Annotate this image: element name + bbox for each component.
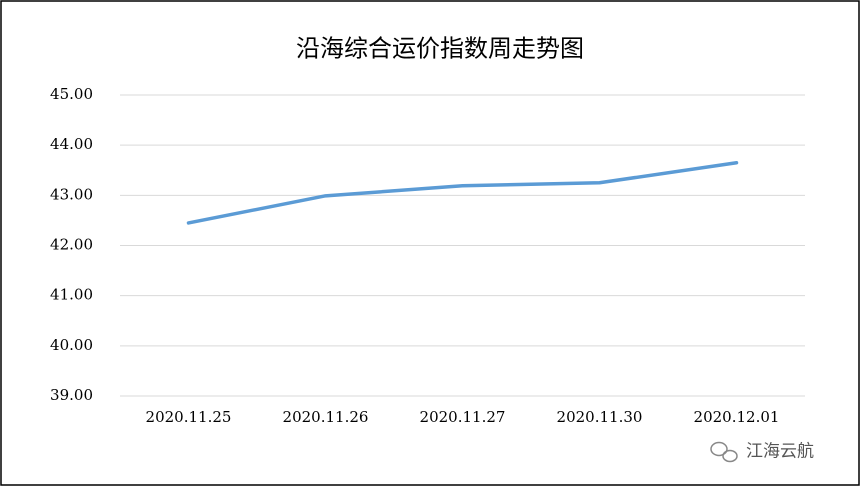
data-line	[186, 160, 739, 225]
y-tick-label: 42.00	[50, 236, 93, 254]
watermark: 江海云航	[746, 442, 814, 462]
watermark-icon	[710, 441, 738, 463]
x-tick-label: 2020.11.25	[146, 408, 232, 426]
y-tick-label: 45.00	[50, 85, 93, 103]
y-tick-label: 43.00	[50, 185, 93, 203]
x-tick-label: 2020.11.30	[557, 408, 643, 426]
y-tick-label: 44.00	[50, 135, 93, 153]
x-tick-label: 2020.11.27	[420, 408, 506, 426]
y-tick-label: 40.00	[50, 336, 93, 354]
x-tick-label: 2020.11.26	[283, 408, 369, 426]
chart-title: 沿海综合运价指数周走势图	[296, 35, 584, 63]
y-tick-label: 41.00	[50, 286, 93, 304]
y-tick-label: 39.00	[50, 386, 93, 404]
x-tick-label: 2020.12.01	[694, 408, 780, 426]
